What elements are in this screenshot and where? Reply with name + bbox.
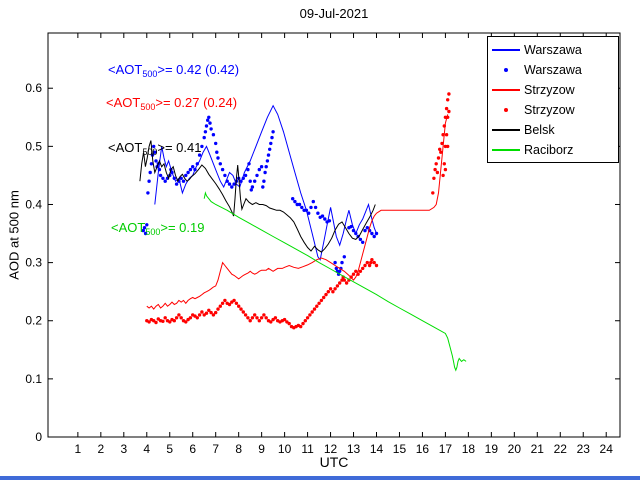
aot-annotation-raciborz: <AOT500>= 0.19 [111,220,204,237]
legend-item-raciborz: Raciborz [488,140,618,160]
series-warszawa-line [154,104,377,261]
line-swatch [492,89,520,91]
x-tick-label: 14 [370,442,384,456]
aot-annotation-belsk: <AOT500>= 0.41 [108,140,201,157]
line-swatch [492,149,520,151]
annotation-value: >= 0.42 (0.42) [157,62,240,77]
legend-label: Belsk [524,123,555,137]
annotation-prefix: <AOT [108,62,143,77]
y-tick-label: 0.4 [25,197,42,211]
series-raciborz-line [203,191,467,372]
y-tick-label: 0.3 [25,256,42,270]
y-tick-label: 0 [35,430,42,444]
x-tick-label: 24 [600,442,614,456]
legend-dot-marker [488,68,524,72]
legend-item-belsk: Belsk [488,120,618,140]
x-tick-label: 2 [97,442,104,456]
legend-line-marker [488,49,524,51]
x-tick-label: 1 [75,442,82,456]
aot-annotation-strzyzow: <AOT500>= 0.27 (0.24) [106,95,237,112]
series-strzyzow-scatter [145,92,451,330]
legend-dot-marker [488,108,524,112]
legend-label: Warszawa [524,43,582,57]
x-tick-label: 4 [143,442,150,456]
legend-item-strzyzow-dots: Strzyzow [488,100,618,120]
legend-label: Strzyzow [524,103,575,117]
x-tick-label: 16 [416,442,430,456]
annotation-value: >= 0.27 (0.24) [155,95,238,110]
x-tick-label: 6 [189,442,196,456]
x-tick-label: 19 [485,442,499,456]
legend-item-warszawa-dots: Warszawa [488,60,618,80]
x-tick-label: 17 [439,442,453,456]
x-tick-label: 20 [508,442,522,456]
x-tick-label: 13 [347,442,361,456]
annotation-prefix: <AOT [111,220,146,235]
legend-line-marker [488,89,524,91]
legend-label: Strzyzow [524,83,575,97]
annotation-subscript: 500 [142,69,158,79]
legend-line-marker [488,149,524,151]
legend-item-strzyzow-line: Strzyzow [488,80,618,100]
annotation-subscript: 500 [142,147,158,157]
y-axis-label: AOD at 500 nm [6,190,22,280]
annotation-prefix: <AOT [106,95,141,110]
line-swatch [492,49,520,51]
annotation-value: >= 0.41 [157,140,202,155]
x-tick-label: 12 [324,442,338,456]
annotation-prefix: <AOT [108,140,143,155]
legend-item-warszawa-line: Warszawa [488,40,618,60]
aot-annotation-warszawa: <AOT500>= 0.42 (0.42) [108,62,239,79]
x-tick-label: 15 [393,442,407,456]
series-belsk-line [139,140,376,253]
x-tick-label: 5 [166,442,173,456]
x-axis-label: UTC [319,454,349,470]
x-tick-label: 7 [212,442,219,456]
y-tick-label: 0.2 [25,314,42,328]
x-tick-label: 3 [120,442,127,456]
x-tick-label: 10 [278,442,292,456]
x-tick-label: 23 [577,442,591,456]
chart-title: 09-Jul-2021 [299,6,369,21]
y-tick-label: 0.1 [25,372,42,386]
x-tick-label: 8 [235,442,242,456]
dot-swatch [504,68,508,72]
legend: Warszawa Warszawa Strzyzow Strzyzow Bels… [487,36,619,163]
legend-line-marker [488,129,524,131]
x-tick-label: 21 [531,442,545,456]
annotation-subscript: 500 [145,227,161,237]
y-tick-label: 0.6 [25,81,42,95]
x-tick-label: 11 [301,442,314,456]
x-tick-label: 22 [554,442,568,456]
x-tick-label: 9 [258,442,265,456]
x-tick-label: 18 [462,442,476,456]
annotation-subscript: 500 [140,102,156,112]
annotation-value: >= 0.19 [160,220,205,235]
legend-label: Warszawa [524,63,582,77]
line-swatch [492,129,520,131]
window-edge-strip [0,476,640,480]
y-tick-label: 0.5 [25,139,42,153]
legend-label: Raciborz [524,143,574,157]
series-strzyzow-line [146,114,449,310]
dot-swatch [504,108,508,112]
